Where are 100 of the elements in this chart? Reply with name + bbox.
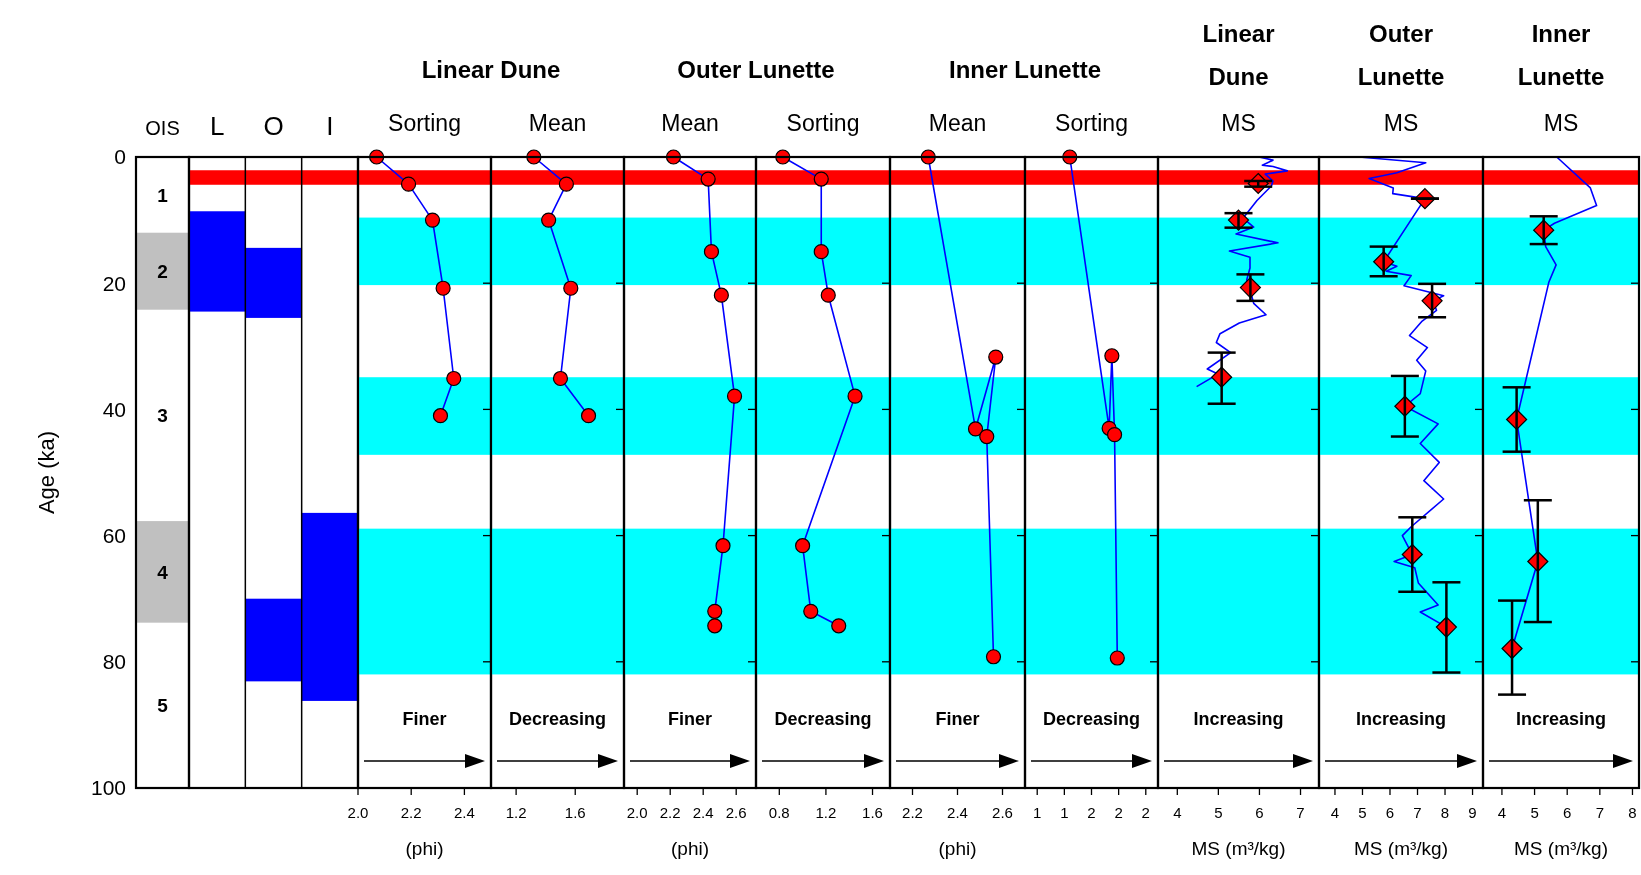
x-tick-label: 2.4 [947,804,968,821]
annotation: Decreasing [774,709,872,729]
point [424,212,441,228]
chart-subtitle: Mean [661,110,719,137]
x-tick-label: 7 [1595,804,1605,821]
y-axis-title: Age (ka) [34,430,59,515]
x-tick-label: 4 [1330,804,1340,821]
point [820,287,836,303]
point [715,538,731,554]
x-tick-label: 1.2 [815,804,837,821]
point [558,176,574,192]
chart-title: Linear Dune [1202,20,1275,91]
annotation: Increasing [1355,709,1447,729]
point [726,388,743,404]
chart-subtitle: Mean [928,110,987,137]
y-tick-label: 0 [114,145,126,169]
annotation: 5 [157,694,169,716]
point [700,171,716,187]
chart-title: Inner Lunette [1517,20,1605,91]
point [988,349,1004,365]
y-tick-label: 40 [102,397,126,421]
x-axis-title: MS (m³/kg) [1191,838,1286,859]
point [563,280,579,296]
point [446,370,462,387]
x-tick-label: 2 [1114,804,1123,821]
chart-subtitle: Sorting [1055,110,1128,137]
chart-title: Outer Lunette [677,56,835,84]
point [707,618,723,634]
annotation: Decreasing [508,709,607,729]
x-tick-label: I [326,111,334,141]
chart-title: Linear Dune [421,56,561,84]
point [552,370,569,387]
annotation: 1 [157,184,169,206]
x-tick-label: OIS [145,117,180,139]
point [703,244,720,260]
annotation: 2 [157,260,168,282]
x-tick-label: 1.2 [505,804,527,821]
x-tick-label: 2.0 [347,804,369,821]
x-axis-title: MS (m³/kg) [1354,838,1448,859]
point [1104,348,1120,364]
point [847,388,863,404]
chart-subtitle: MS [1383,110,1419,137]
point [400,176,417,192]
x-tick-label: 6 [1255,804,1264,821]
x-tick-label: 1.6 [564,804,586,821]
x-tick-label: 2.2 [400,804,422,821]
x-tick-label: 5 [1530,804,1539,821]
annotation: 4 [157,561,169,583]
point [803,603,819,619]
chart-subtitle: Mean [528,110,587,137]
chart-title: Outer Lunette [1357,20,1445,91]
x-tick-label: 8 [1628,804,1637,821]
y-tick-label: 60 [102,523,126,547]
annotation: Decreasing [1042,709,1141,729]
x-tick-label: 0.8 [768,804,790,821]
point [813,244,829,260]
x-axis-title: (phi) [670,838,710,859]
x-tick-label: 8 [1440,804,1450,821]
x-tick-label: L [209,111,225,141]
x-tick-label: 5 [1214,804,1223,821]
x-tick-label: 7 [1296,804,1305,821]
x-tick-label: 2.4 [453,804,475,821]
annotation: Finer [402,709,447,729]
x-tick-label: 2 [1087,804,1096,821]
x-tick-label: 6 [1563,804,1572,821]
x-axis-title: (phi) [405,838,444,859]
y-tick-label: 80 [102,650,126,674]
point [432,408,449,424]
point [979,428,995,445]
annotation: Finer [667,709,713,729]
point [713,287,729,303]
annotation: Increasing [1193,709,1284,729]
chart-subtitle: MS [1543,110,1579,137]
point [1106,427,1123,443]
y-tick-label: 20 [102,271,126,295]
x-tick-label: 6 [1385,804,1395,821]
x-tick-label: 1 [1060,804,1069,821]
point [541,212,557,228]
point [985,649,1002,665]
point [435,280,451,296]
x-tick-label: 2.2 [659,804,681,821]
point [795,538,811,554]
x-tick-label: 5 [1358,804,1367,821]
point [707,603,723,619]
x-tick-label: 4 [1173,804,1182,821]
chart-title: Inner Lunette [948,56,1102,84]
x-axis-title: MS (m³/kg) [1514,838,1608,859]
x-tick-label: 7 [1413,804,1422,821]
annotation: Finer [935,709,980,729]
x-tick-label: O [263,111,284,141]
x-tick-label: 4 [1497,804,1507,821]
point [831,618,847,634]
x-tick-label: 1 [1033,804,1042,821]
x-tick-label: 2.6 [725,804,747,821]
y-tick-label: 100 [90,776,126,800]
point [580,408,597,424]
x-tick-label: 2.6 [992,804,1013,821]
x-axis-title: (phi) [938,838,977,859]
annotation: Increasing [1515,709,1607,729]
x-tick-label: 2.4 [692,804,714,821]
